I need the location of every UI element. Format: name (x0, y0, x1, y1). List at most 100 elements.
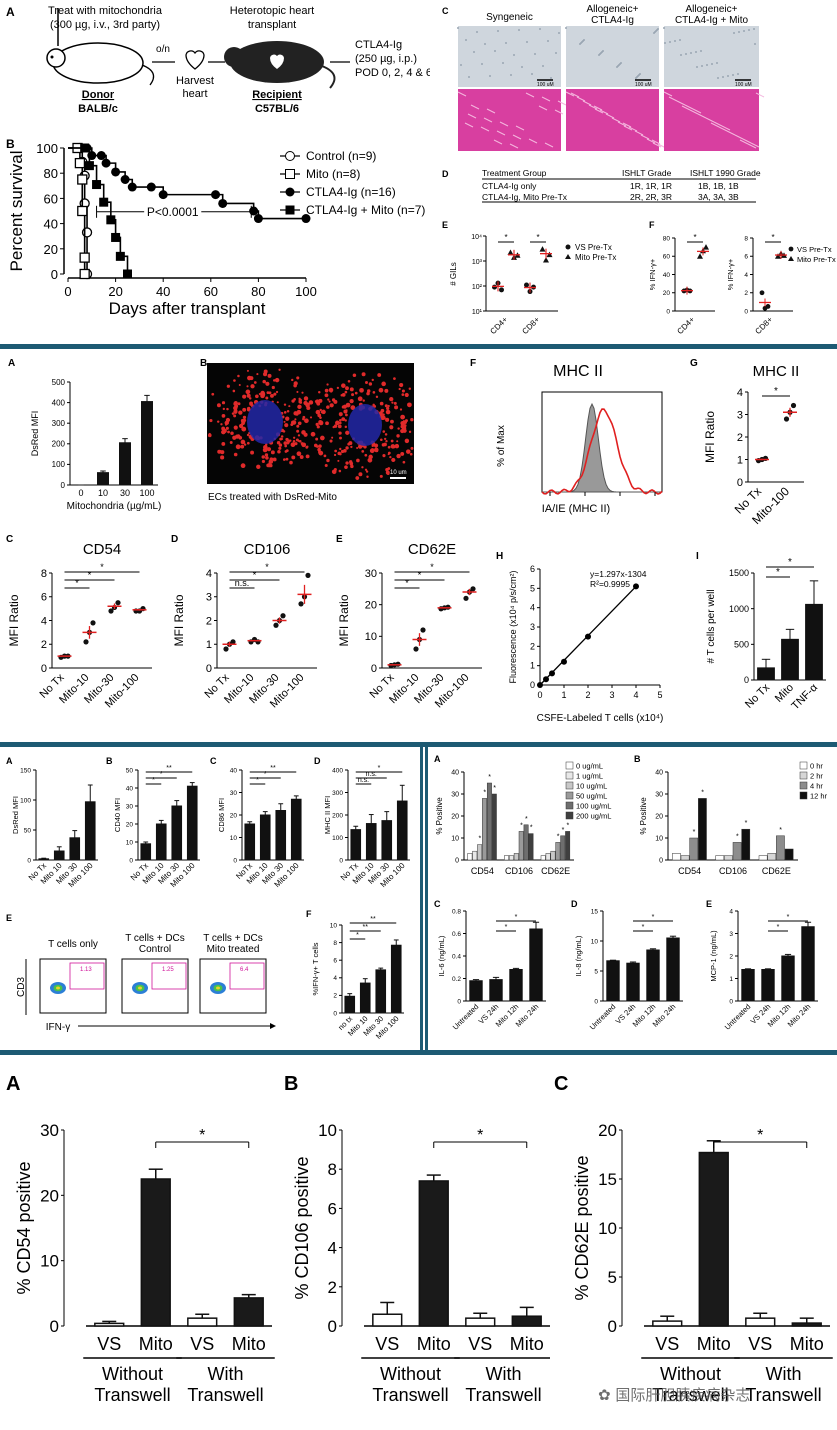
histogram-title: MHC II (553, 363, 603, 380)
bar (155, 823, 167, 861)
fiber-streak (676, 100, 686, 106)
bar (94, 1322, 125, 1327)
x-tick-label: 10 (98, 488, 108, 498)
data-point (83, 639, 89, 645)
plot-title: Control (139, 944, 171, 955)
mito-dot (279, 437, 283, 441)
mito-dot (319, 408, 322, 412)
y-tick-label: 10¹ (472, 309, 483, 316)
mito-dot (384, 433, 388, 436)
legend-label: 0 ug/mL (576, 762, 603, 771)
y-axis-label: CD40 MFI (113, 798, 122, 832)
mito-dot (324, 388, 329, 393)
cell-speck (653, 32, 655, 34)
mito-dot (326, 405, 330, 409)
fiber-streak (525, 92, 535, 98)
y-tick-label: 10 (655, 835, 663, 842)
mito-dot (222, 407, 225, 411)
fiber-streak (705, 117, 715, 123)
mito-dot (381, 381, 386, 387)
panel-letter: F (306, 909, 312, 919)
mito-dot (380, 416, 384, 421)
panel-letter: I (696, 551, 699, 562)
cell-speck (635, 77, 637, 79)
y-tick-label: 0 (51, 267, 58, 282)
mito-dot (235, 444, 241, 450)
y-tick-label: 4 (744, 272, 748, 279)
bar (540, 855, 546, 861)
cell-speck (460, 64, 462, 66)
mito-dot (385, 470, 390, 475)
significance-mark: * (505, 924, 508, 931)
mito-dot (319, 435, 325, 441)
bar (565, 831, 571, 861)
mito-dot (385, 409, 391, 415)
legend-marker (285, 169, 295, 179)
significance-mark: * (774, 386, 778, 397)
watermark-text: 国际肝胆胰疾病杂志 (615, 1386, 751, 1404)
significance-mark: * (567, 822, 570, 829)
y-tick-label: 6 (333, 957, 337, 964)
data-point (783, 416, 790, 422)
bar (767, 853, 777, 861)
panel-letter: A (6, 1073, 20, 1095)
y-tick-label: 15 (591, 908, 599, 915)
mito-dot (297, 404, 302, 410)
heart-icon (185, 50, 205, 70)
mito-dot (347, 380, 351, 383)
mito-dot (375, 395, 379, 399)
plot-title: T cells only (48, 939, 98, 950)
cell-speck (664, 42, 666, 44)
fiber-streak (554, 109, 564, 115)
mito-dot (410, 446, 414, 450)
x-tick-label: Mito (139, 1334, 173, 1354)
x-axis-label: Days after transplant (109, 299, 266, 318)
mito-dot (216, 403, 221, 408)
mito-dot (301, 442, 307, 448)
data-point (90, 620, 96, 626)
bar (555, 842, 561, 861)
mito-dot (343, 449, 347, 453)
bar (776, 835, 785, 861)
mito-dot (324, 393, 329, 398)
data-point (543, 676, 549, 683)
y-tick-label: 20 (126, 821, 134, 828)
gils-chart: E 10¹ 10² 10³ 10⁴ # GILs * CD4+ * CD8+ VS Pre-TxM… (442, 220, 616, 336)
legend-swatch (565, 771, 574, 780)
mito-dot (291, 455, 296, 460)
panel-letter: C (554, 1073, 568, 1095)
significance-mark: n.s. (235, 578, 250, 588)
mito-dot (354, 391, 358, 395)
y-tick-label: 15 (598, 1170, 617, 1189)
data-point (115, 600, 121, 606)
marker (80, 143, 90, 153)
equation: y=1.297x-1304 (590, 569, 647, 579)
mito-dot (394, 405, 399, 410)
mito-dot (270, 450, 275, 455)
mito-dot (288, 405, 291, 408)
mito-dot (231, 412, 235, 415)
mito-dot (368, 382, 373, 386)
mito-dot (356, 446, 359, 450)
column-title: Allogeneic+ (686, 4, 738, 15)
fiber-streak (576, 96, 586, 102)
fiber-streak (734, 134, 744, 140)
bar (606, 960, 620, 1002)
mito-dot (227, 430, 230, 434)
significance-mark: n.s. (366, 771, 377, 778)
legend-label: 12 hr (810, 792, 828, 801)
significance-mark: * (757, 1127, 763, 1144)
cell-speck (531, 73, 533, 75)
bar (97, 472, 109, 486)
mito-dot (220, 423, 223, 426)
y-tick-label: 8 (41, 568, 47, 580)
bar (646, 949, 660, 1002)
dotplot-frame (121, 958, 189, 1014)
fiber-streak (496, 130, 506, 136)
y-tick-label: 2 (206, 615, 212, 627)
legend-swatch (565, 761, 574, 770)
bar (141, 401, 153, 486)
